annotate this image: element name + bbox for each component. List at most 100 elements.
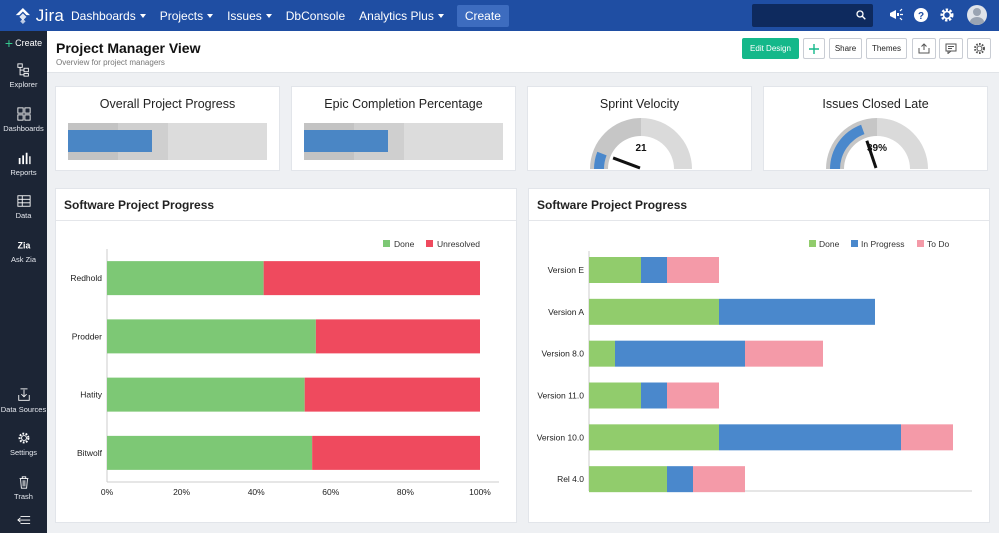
data-sources-icon (17, 388, 30, 401)
overall-progress-bar (68, 123, 267, 160)
export-button[interactable] (912, 38, 936, 59)
sidebar-item-trash[interactable]: Trash (0, 475, 47, 501)
add-widget-button[interactable] (803, 38, 825, 59)
category-label: Hatity (80, 390, 102, 400)
overall-progress-widget[interactable]: Overall Project Progress (55, 86, 280, 171)
category-label: Prodder (72, 331, 102, 341)
export-icon (918, 43, 930, 54)
category-label: Version 10.0 (537, 432, 585, 442)
sidebar-item-settings[interactable]: Settings (0, 431, 47, 457)
gear-icon[interactable] (939, 7, 955, 23)
chevron-down-icon (437, 13, 444, 18)
bar-segment[interactable] (719, 298, 875, 325)
bar-segment[interactable] (901, 424, 953, 451)
bar-segment[interactable] (107, 435, 313, 470)
bar-segment[interactable] (315, 319, 480, 354)
share-button[interactable]: Share (829, 38, 862, 59)
sidebar-item-data-sources[interactable]: Data Sources (0, 388, 47, 414)
issues-closed-late-widget[interactable]: Issues Closed Late 39% (763, 86, 988, 171)
bar-segment[interactable] (107, 319, 316, 354)
bar-segment[interactable] (641, 257, 667, 283)
category-label: Version 11.0 (537, 391, 584, 401)
epic-progress-fill (304, 130, 388, 152)
widget-title: Sprint Velocity (599, 97, 680, 111)
epic-progress-bar (304, 123, 503, 160)
chart-panel-right[interactable]: Software Project Progress Done In Progres… (528, 188, 990, 523)
sidebar-item-label: Dashboards (3, 124, 44, 133)
category-label: Version E (548, 265, 585, 275)
bar-segment[interactable] (312, 435, 480, 470)
bar-segment[interactable] (693, 466, 745, 493)
bar-segment[interactable] (304, 377, 480, 412)
sprint-velocity-gauge: 21 (590, 118, 692, 170)
help-icon[interactable]: ? (913, 7, 929, 23)
legend-label: To Do (927, 239, 949, 249)
overall-progress-fill (68, 130, 152, 152)
comment-button[interactable] (939, 38, 963, 59)
bar-segment[interactable] (719, 424, 901, 451)
dashboards-icon (16, 107, 31, 121)
nav-dbconsole[interactable]: DbConsole (279, 9, 352, 23)
top-bar: Jira Dashboards Projects Issues DbConsole An… (0, 0, 999, 31)
tick-label: 80% (397, 487, 414, 497)
bar-segment[interactable] (589, 298, 719, 325)
settings-button[interactable] (967, 38, 991, 59)
search-icon (856, 10, 866, 20)
bar-segment[interactable] (589, 466, 667, 493)
nav-analytics-plus[interactable]: Analytics Plus (352, 9, 451, 23)
create-button[interactable]: Create (456, 4, 509, 27)
gauge-value: 39% (867, 143, 887, 154)
nav-label: Issues (227, 8, 262, 23)
chart-title: Software Project Progress (537, 198, 688, 212)
legend-label: Done (394, 239, 415, 249)
sidebar-item-explorer[interactable]: Explorer (0, 63, 47, 89)
sprint-velocity-widget[interactable]: Sprint Velocity 21 (527, 86, 752, 171)
sidebar-item-dashboards[interactable]: Dashboards (0, 107, 47, 133)
bar-segment[interactable] (107, 261, 264, 296)
sidebar-create-button[interactable]: + Create (4, 35, 43, 51)
gauge-value: 21 (635, 143, 647, 154)
nav-projects[interactable]: Projects (153, 9, 220, 23)
bar-segment[interactable] (667, 466, 693, 493)
legend-label: Done (819, 239, 840, 249)
nav-label: DbConsole (285, 8, 346, 23)
collapse-sidebar-button[interactable] (0, 514, 47, 529)
tick-label: 20% (173, 487, 190, 497)
sidebar-create-label: Create (15, 38, 43, 48)
bar-segment[interactable] (589, 257, 641, 283)
sidebar-item-data[interactable]: Data (0, 194, 47, 220)
widget-title: Epic Completion Percentage (324, 97, 483, 111)
nav-issues[interactable]: Issues (220, 9, 279, 23)
sidebar-item-label: Settings (9, 448, 38, 457)
widget-title: Issues Closed Late (822, 97, 929, 111)
bar-segment[interactable] (589, 382, 641, 409)
bar-segment[interactable] (641, 382, 667, 409)
sidebar-item-label: Ask Zia (10, 255, 36, 264)
bar-segment[interactable] (263, 261, 480, 296)
megaphone-icon[interactable] (888, 7, 904, 23)
bar-segment[interactable] (107, 377, 305, 412)
bar-segment[interactable] (667, 382, 719, 409)
epic-completion-widget[interactable]: Epic Completion Percentage (291, 86, 516, 171)
sidebar-item-reports[interactable]: Reports (0, 151, 47, 177)
chevron-down-icon (265, 13, 272, 18)
bar-segment[interactable] (615, 340, 745, 367)
bar-segment[interactable] (589, 340, 615, 367)
top-nav: Dashboards Projects Issues DbConsole Analyti… (64, 4, 509, 27)
collapse-icon (16, 516, 30, 524)
jira-logo[interactable]: Jira (0, 6, 64, 26)
bar-segment[interactable] (667, 257, 719, 283)
edit-design-button[interactable]: Edit Design (742, 38, 799, 59)
reports-icon (18, 152, 31, 165)
avatar[interactable] (967, 5, 987, 25)
themes-button[interactable]: Themes (866, 38, 907, 59)
category-label: Rel 4.0 (557, 474, 584, 484)
sidebar-item-ask-zia[interactable]: Zia Ask Zia (0, 238, 47, 265)
bar-segment[interactable] (745, 340, 823, 367)
tick-label: 0% (101, 487, 114, 497)
search-input[interactable] (752, 4, 873, 27)
legend-swatch (851, 240, 858, 247)
bar-segment[interactable] (589, 424, 719, 451)
chart-panel-left[interactable]: Software Project Progress Done Unresolved… (55, 188, 517, 523)
nav-dashboards[interactable]: Dashboards (64, 9, 153, 23)
